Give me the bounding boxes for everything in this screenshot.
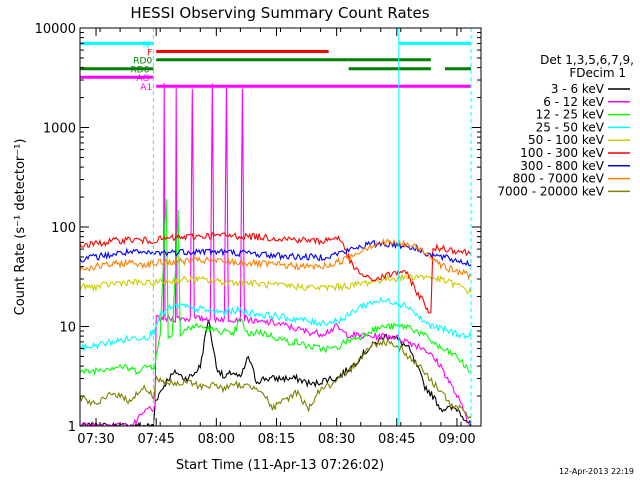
legend-title-line-2: FDecim 1	[569, 66, 626, 80]
x-tick-label: 08:45	[378, 432, 415, 447]
series-line-3-6-kev	[80, 319, 472, 426]
x-tick-label: 08:00	[198, 432, 235, 447]
legend-label-100-300-kev: 100 - 300 keV	[520, 146, 604, 160]
legend-label-300-800-kev: 300 - 800 keV	[520, 159, 604, 173]
footer-timestamp: 12-Apr-2013 22:19	[559, 467, 634, 476]
legend-label-7000-20000-kev: 7000 - 20000 keV	[497, 184, 604, 198]
series-line-6-12-kev	[80, 82, 471, 426]
flag-label-a1: A1	[140, 83, 152, 93]
legend-label-25-50-kev: 25 - 50 keV	[536, 120, 605, 134]
series-line-12-25-kev	[80, 198, 472, 377]
axis-ticks: 07:30 07:45 08:00 08:15 08:30 08:45 09:00 1 10 10…	[35, 22, 482, 447]
vertical-markers	[152, 28, 472, 426]
y-tick-label: 10	[59, 321, 76, 336]
flag-label-ag: AG	[136, 74, 149, 84]
chart-title: HESSI Observing Summary Count Rates	[130, 4, 429, 22]
y-tick-label: 1000	[43, 122, 76, 137]
series-line-25-50-kev	[80, 296, 472, 351]
x-axis-label: Start Time (11-Apr-13 07:26:02)	[176, 458, 384, 473]
flag-label-f: F	[147, 49, 152, 59]
flag-label-rd0: RD0	[133, 57, 152, 67]
x-tick-label: 08:15	[258, 432, 295, 447]
legend-title-line-1: Det 1,3,5,6,7,9,	[540, 53, 634, 67]
legend-label-800-7000-kev: 800 - 7000 keV	[513, 172, 605, 186]
flag-label-rd6: RD6	[130, 66, 149, 76]
series-line-800-7000-kev	[80, 238, 472, 281]
legend-label-3-6-kev: 3 - 6 keV	[551, 82, 605, 96]
flag-label-n: N	[143, 40, 150, 50]
series-lines	[80, 82, 472, 426]
x-tick-label: 07:45	[137, 432, 174, 447]
legend-label-50-100-kev: 50 - 100 keV	[528, 133, 605, 147]
x-tick-label: 08:30	[318, 432, 355, 447]
y-axis-label: Count Rate (s⁻¹ detector⁻¹)	[13, 139, 28, 316]
x-tick-label: 07:30	[77, 432, 114, 447]
y-tick-label: 1	[68, 420, 76, 435]
series-line-50-100-kev	[80, 273, 472, 294]
series-line-100-300-kev	[80, 231, 472, 314]
legend-label-12-25-kev: 12 - 25 keV	[536, 108, 605, 122]
y-tick-label: 100	[51, 221, 76, 236]
x-tick-label: 09:00	[438, 432, 475, 447]
legend-label-6-12-kev: 6 - 12 keV	[543, 95, 605, 109]
y-tick-label: 10000	[35, 22, 76, 37]
series-line-7000-20000-kev	[80, 337, 472, 419]
